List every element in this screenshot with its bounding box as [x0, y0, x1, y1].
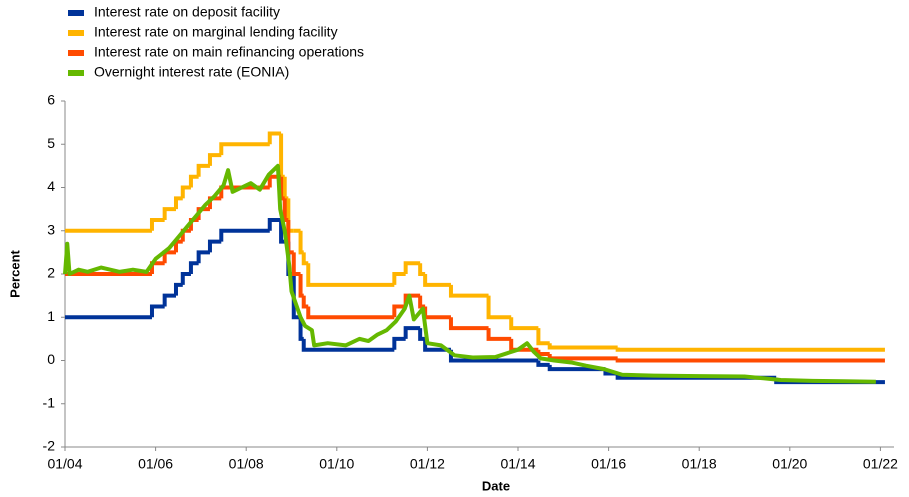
step-segment [301, 338, 395, 352]
step-segment [392, 304, 406, 318]
legend-label: Overnight interest rate (EONIA) [94, 64, 289, 80]
y-tick-label: -1 [43, 394, 56, 410]
step-segment [448, 317, 489, 331]
step-segment [418, 295, 426, 309]
x-tick-label: 01/14 [500, 456, 535, 472]
step-segment [279, 133, 285, 179]
y-tick-label: 0 [47, 351, 55, 367]
step-segment [547, 354, 618, 361]
step-segment [219, 228, 270, 242]
legend-swatch [68, 70, 84, 76]
y-tick-label: 4 [47, 178, 55, 194]
step-segment [423, 274, 451, 287]
x-tick-label: 01/22 [863, 456, 898, 472]
step-segment [509, 317, 539, 331]
step-segment [509, 338, 539, 352]
y-axis-label: Percent [7, 249, 22, 297]
step-segment [149, 217, 165, 231]
step-segment [418, 263, 426, 276]
step-segment [298, 274, 304, 298]
x-tick-label: 01/18 [682, 456, 717, 472]
step-segment [291, 274, 301, 320]
x-tick-label: 01/06 [138, 456, 173, 472]
x-tick-label: 01/20 [772, 456, 807, 472]
step-segment [536, 328, 550, 346]
step-segment [267, 217, 282, 231]
legend-label: Interest rate on marginal lending facili… [94, 24, 338, 40]
step-segment [173, 196, 183, 210]
step-segment [207, 239, 222, 253]
step-segment [486, 328, 512, 341]
x-tick-label: 01/12 [410, 456, 445, 472]
legend-label: Interest rate on deposit facility [94, 4, 280, 20]
step-segment [486, 295, 512, 320]
legend-swatch [68, 50, 84, 56]
step-segment [267, 131, 282, 145]
legend-swatch [68, 10, 84, 16]
step-segment [279, 219, 285, 244]
y-tick-label: -2 [43, 438, 56, 454]
y-tick-label: 1 [47, 308, 55, 324]
step-segment [403, 261, 421, 274]
y-tick-label: 3 [47, 221, 55, 237]
step-segment [196, 207, 210, 220]
step-segment [301, 295, 309, 309]
y-tick-label: 2 [47, 265, 55, 281]
step-segment [188, 261, 199, 274]
x-tick-label: 01/16 [591, 456, 626, 472]
step-segment [306, 263, 395, 287]
x-tick-label: 01/04 [47, 456, 82, 472]
step-segment [536, 360, 550, 367]
x-tick-label: 01/10 [319, 456, 354, 472]
step-segment [536, 349, 550, 357]
step-segment [615, 358, 885, 363]
step-segment [291, 252, 301, 276]
step-segment [196, 250, 210, 264]
step-segment [298, 230, 304, 255]
step-segment [301, 252, 309, 266]
x-tick-label: 01/08 [229, 456, 264, 472]
step-segment [448, 284, 489, 298]
step-segment [196, 163, 210, 177]
y-tick-label: 6 [47, 92, 55, 108]
step-segment [282, 176, 289, 201]
step-segment [219, 142, 270, 156]
step-segment [392, 336, 406, 350]
line [63, 163, 876, 384]
step-segment [547, 343, 618, 350]
step-segment [173, 239, 183, 253]
legend-swatch [68, 30, 84, 36]
legend-label: Interest rate on main refinancing operat… [94, 44, 364, 60]
step-segment [162, 293, 176, 307]
step-segment [162, 207, 176, 220]
step-segment [615, 347, 885, 352]
step-segment [180, 185, 191, 199]
step-segment [188, 174, 199, 188]
step-segment [392, 272, 406, 285]
step-segment [207, 153, 222, 166]
step-segment [403, 326, 421, 339]
step-segment [547, 364, 606, 372]
x-axis-label: Date [482, 478, 510, 493]
step-segment [286, 219, 294, 255]
step-segment [306, 306, 395, 320]
step-segment [423, 338, 451, 352]
step-segment [423, 306, 451, 320]
y-tick-label: 5 [47, 135, 55, 151]
step-segment [149, 304, 165, 318]
step-segment [219, 185, 270, 199]
step-segment [162, 250, 176, 264]
step-segment [180, 272, 191, 285]
step-segment [173, 282, 183, 296]
